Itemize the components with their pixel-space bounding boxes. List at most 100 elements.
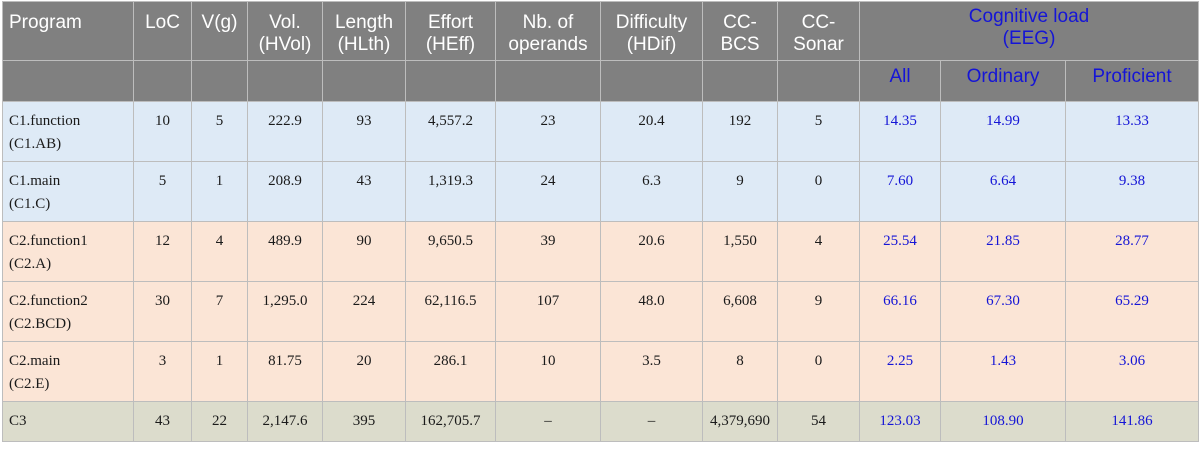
subheader-all: All — [859, 60, 941, 102]
cell-vg: 4 — [191, 221, 248, 282]
subheader-blank — [247, 60, 323, 102]
table-row: C2.main (C2.E) 3 1 81.75 20 286.1 10 3.5 8 0 2.25 1… — [2, 341, 1200, 402]
cell-operands: 107 — [495, 281, 601, 342]
cell-effort: 62,116.5 — [405, 281, 496, 342]
cell-cc-bcs: 6,608 — [702, 281, 778, 342]
cell-length: 43 — [322, 161, 406, 222]
header-program: Program — [2, 1, 134, 61]
table-body: C1.function (C1.AB) 10 5 222.9 93 4,557.2 23 20… — [2, 101, 1200, 442]
subheader-proficient: Proficient — [1064, 60, 1200, 102]
cell-cc-bcs: 8 — [702, 341, 778, 402]
cell-vg: 7 — [191, 281, 248, 342]
cell-eeg-ordinary: 67.30 — [940, 281, 1066, 342]
table-row: C1.function (C1.AB) 10 5 222.9 93 4,557.2 23 20… — [2, 101, 1200, 162]
subheader-blank — [600, 60, 703, 102]
cell-operands: 23 — [495, 101, 601, 162]
cell-loc: 12 — [133, 221, 192, 282]
table-row: C2.function1 (C2.A) 12 4 489.9 90 9,650.5 39 20… — [2, 221, 1200, 282]
cell-program: C2.function2 (C2.BCD) — [2, 281, 134, 342]
cell-cc-sonar: 5 — [777, 101, 860, 162]
cell-difficulty: 6.3 — [600, 161, 703, 222]
cell-effort: 286.1 — [405, 341, 496, 402]
cell-effort: 162,705.7 — [405, 401, 496, 442]
cell-effort: 1,319.3 — [405, 161, 496, 222]
subheader-blank — [702, 60, 778, 102]
header-cc-bcs: CC- BCS — [702, 1, 778, 61]
cell-operands: 24 — [495, 161, 601, 222]
cell-difficulty: 20.6 — [600, 221, 703, 282]
cell-volume: 489.9 — [247, 221, 323, 282]
cell-eeg-ordinary: 108.90 — [940, 401, 1066, 442]
cell-difficulty: 3.5 — [600, 341, 703, 402]
cell-cc-sonar: 0 — [777, 161, 860, 222]
cell-cc-bcs: 1,550 — [702, 221, 778, 282]
table-row: C3 43 22 2,147.6 395 162,705.7– –4,379,690 54 12… — [2, 401, 1200, 442]
cell-eeg-all: 14.35 — [859, 101, 941, 162]
cell-eeg-all: 66.16 — [859, 281, 941, 342]
cell-loc: 3 — [133, 341, 192, 402]
table-row: C1.main (C1.C) 5 1 208.9 43 1,319.3 24 6.3 9 0 7.6… — [2, 161, 1200, 222]
header-operands: Nb. of operands — [495, 1, 601, 61]
header-vg: V(g) — [191, 1, 248, 61]
cell-eeg-ordinary: 14.99 — [940, 101, 1066, 162]
cell-cc-sonar: 9 — [777, 281, 860, 342]
cell-effort: 9,650.5 — [405, 221, 496, 282]
cell-operands: 39 — [495, 221, 601, 282]
cell-volume: 2,147.6 — [247, 401, 323, 442]
header-cc-sonar: CC- Sonar — [777, 1, 860, 61]
cell-loc: 30 — [133, 281, 192, 342]
cell-vg: 1 — [191, 341, 248, 402]
cell-program: C1.main (C1.C) — [2, 161, 134, 222]
cell-cc-sonar: 4 — [777, 221, 860, 282]
subheader-blank — [777, 60, 860, 102]
table-row: C2.function2 (C2.BCD) 30 7 1,295.0 224 62,116… — [2, 281, 1200, 342]
cell-program: C2.main (C2.E) — [2, 341, 134, 402]
cell-difficulty: 48.0 — [600, 281, 703, 342]
cell-program: C3 — [2, 401, 134, 442]
cell-difficulty: – — [600, 401, 703, 442]
cell-eeg-all: 2.25 — [859, 341, 941, 402]
header-cognitive-load: Cognitive load (EEG) — [858, 1, 1200, 61]
cell-eeg-ordinary: 1.43 — [940, 341, 1066, 402]
cell-operands: – — [495, 401, 601, 442]
cell-volume: 81.75 — [247, 341, 323, 402]
cell-eeg-ordinary: 21.85 — [940, 221, 1066, 282]
cell-operands: 10 — [495, 341, 601, 402]
cell-cc-bcs: 192 — [702, 101, 778, 162]
cell-cc-bcs: 9 — [702, 161, 778, 222]
cell-difficulty: 20.4 — [600, 101, 703, 162]
cell-cc-sonar: 54 — [777, 401, 860, 442]
cell-eeg-all: 25.54 — [859, 221, 941, 282]
cell-length: 93 — [322, 101, 406, 162]
cell-eeg-proficient: 65.29 — [1064, 281, 1200, 342]
header-row: Program LoC V(g) Vol. (HVol) Length (HLt… — [2, 1, 1200, 61]
header-effort: Effort (HEff) — [405, 1, 496, 61]
cell-vg: 5 — [191, 101, 248, 162]
cell-volume: 222.9 — [247, 101, 323, 162]
cell-length: 90 — [322, 221, 406, 282]
subheader-blank — [133, 60, 192, 102]
subheader-ordinary: Ordinary — [940, 60, 1066, 102]
cell-length: 224 — [322, 281, 406, 342]
cell-volume: 1,295.0 — [247, 281, 323, 342]
subheader-blank — [191, 60, 248, 102]
cell-program: C2.function1 (C2.A) — [2, 221, 134, 282]
cell-eeg-proficient: 141.86 — [1064, 401, 1200, 442]
cell-loc: 10 — [133, 101, 192, 162]
cell-vg: 1 — [191, 161, 248, 222]
cell-loc: 5 — [133, 161, 192, 222]
cell-eeg-ordinary: 6.64 — [940, 161, 1066, 222]
subheader-blank — [2, 60, 134, 102]
header-length: Length (HLth) — [322, 1, 406, 61]
cell-eeg-proficient: 9.38 — [1064, 161, 1200, 222]
cell-cc-sonar: 0 — [777, 341, 860, 402]
cell-length: 395 — [322, 401, 406, 442]
subheader-blank — [495, 60, 601, 102]
cell-program: C1.function (C1.AB) — [2, 101, 134, 162]
cell-cc-bcs: 4,379,690 — [702, 401, 778, 442]
cell-length: 20 — [322, 341, 406, 402]
subheader-row: All Ordinary Proficient — [2, 60, 1200, 102]
header-volume: Vol. (HVol) — [247, 1, 323, 61]
header-loc: LoC — [133, 1, 192, 61]
subheader-blank — [405, 60, 496, 102]
